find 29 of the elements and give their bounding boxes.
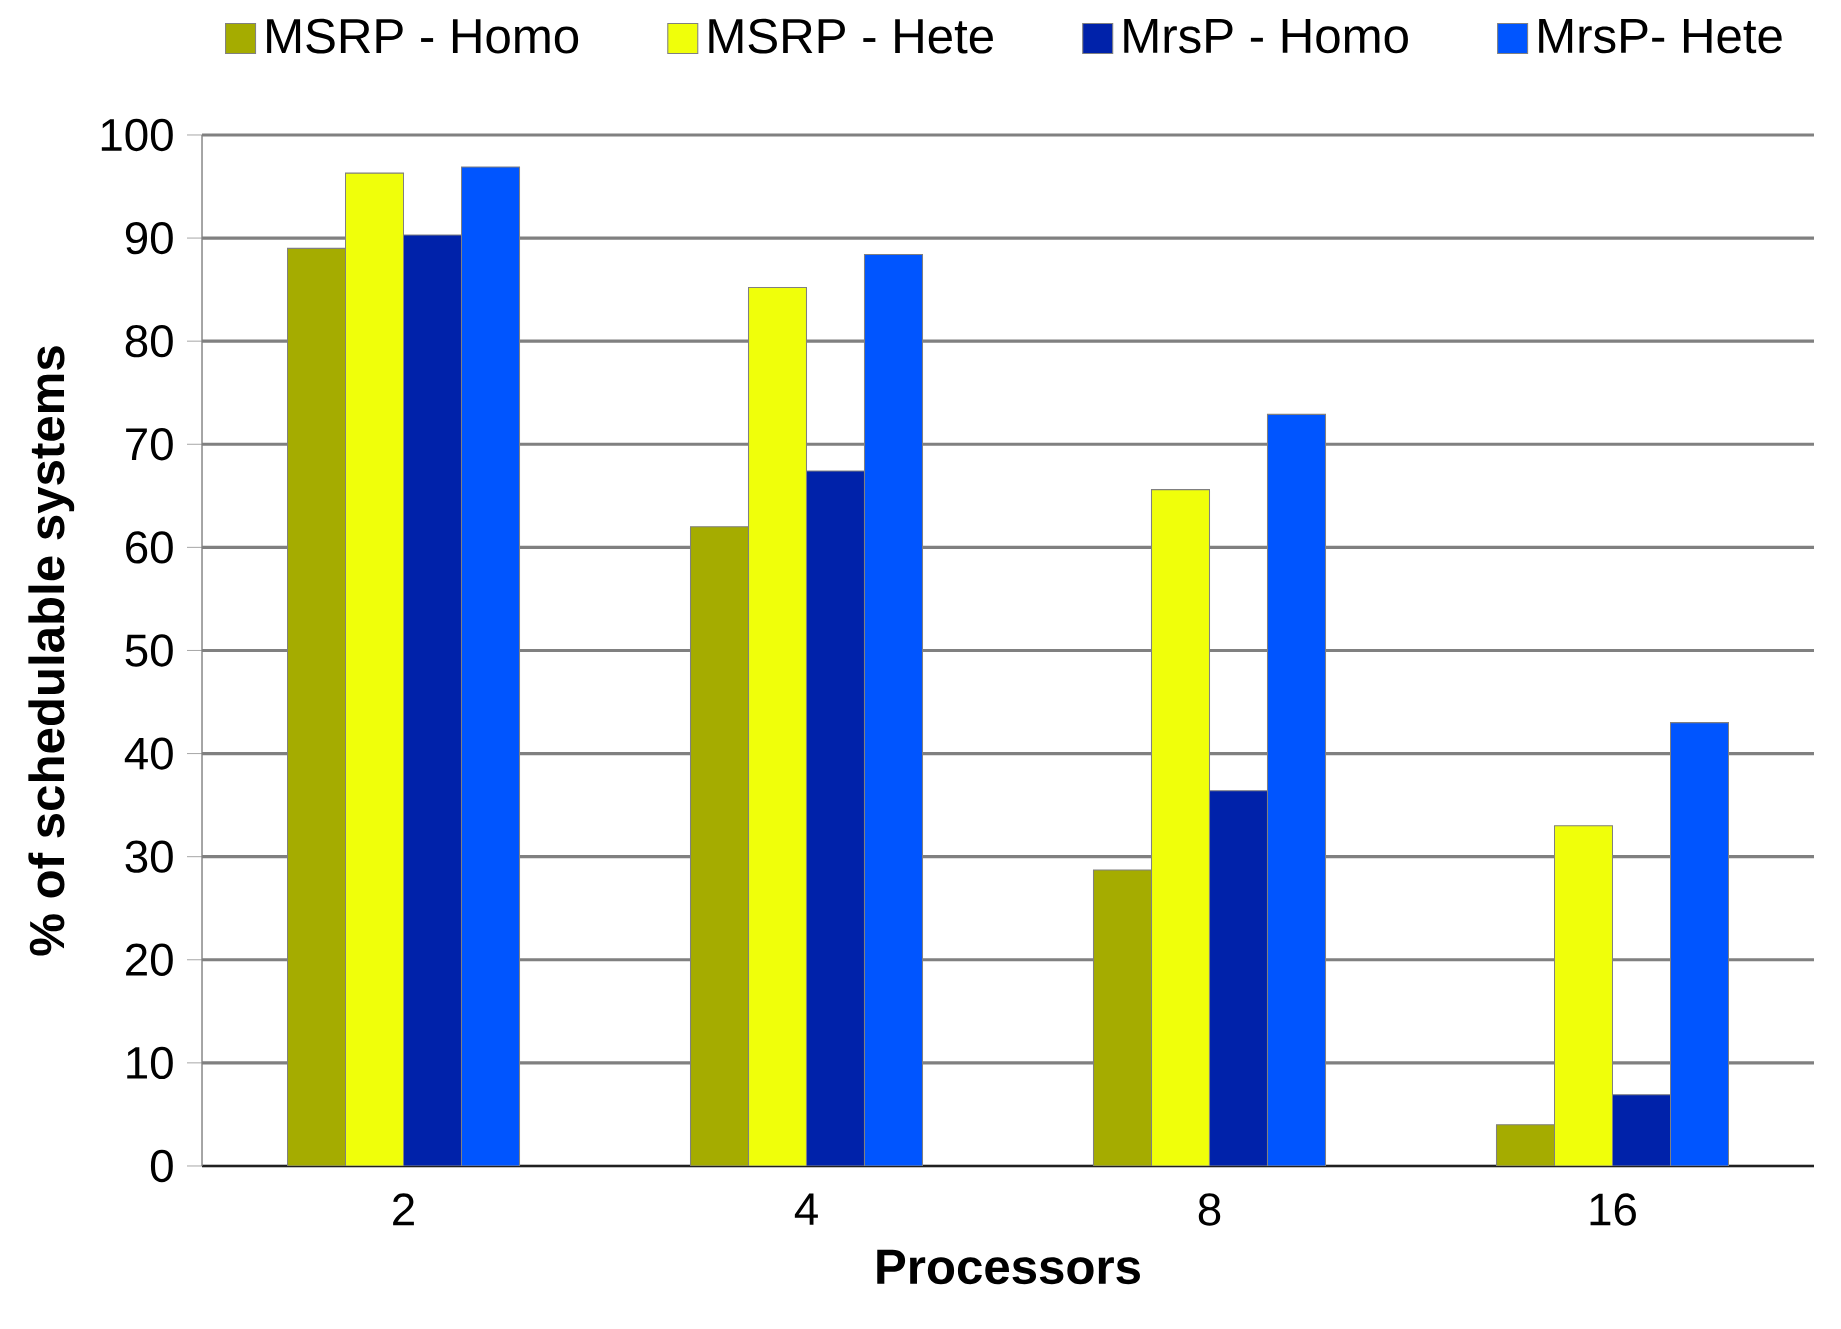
x-tick-label: 8	[1198, 1193, 1221, 1226]
legend-label: MrsP- Hete	[1539, 19, 1782, 54]
y-tick-label: 50	[125, 634, 173, 667]
y-tick-label: 80	[125, 325, 173, 358]
bar	[1266, 413, 1327, 1166]
y-tick-label: 40	[124, 737, 173, 770]
bar	[863, 254, 924, 1166]
legend-label: MrsP - Homo	[1124, 19, 1408, 54]
x-tick-label: 4	[794, 1193, 818, 1225]
y-tick-label: 10	[127, 1046, 173, 1080]
y-tick-label: 100	[101, 118, 173, 152]
bar	[1150, 489, 1211, 1166]
bar	[460, 166, 521, 1166]
y-tick-label: 70	[126, 428, 173, 461]
y-tick-label: 60	[126, 531, 173, 564]
x-axis-title: Processors	[877, 1249, 1140, 1285]
legend-label: MSRP - Homo	[267, 18, 579, 54]
bar	[747, 287, 808, 1166]
bar	[344, 172, 405, 1166]
y-tick-label: 30	[125, 840, 173, 873]
y-tick-label: 20	[126, 943, 173, 976]
legend-label: MSRP - Hete	[709, 18, 993, 54]
bar	[1669, 722, 1730, 1166]
x-tick-label: 16	[1590, 1193, 1636, 1226]
y-tick-label: 0	[150, 1149, 173, 1183]
y-tick-label: 90	[125, 221, 173, 255]
y-axis-title: % of schedulable systems	[28, 346, 75, 956]
bar	[1553, 825, 1614, 1166]
x-tick-label: 2	[393, 1193, 414, 1226]
